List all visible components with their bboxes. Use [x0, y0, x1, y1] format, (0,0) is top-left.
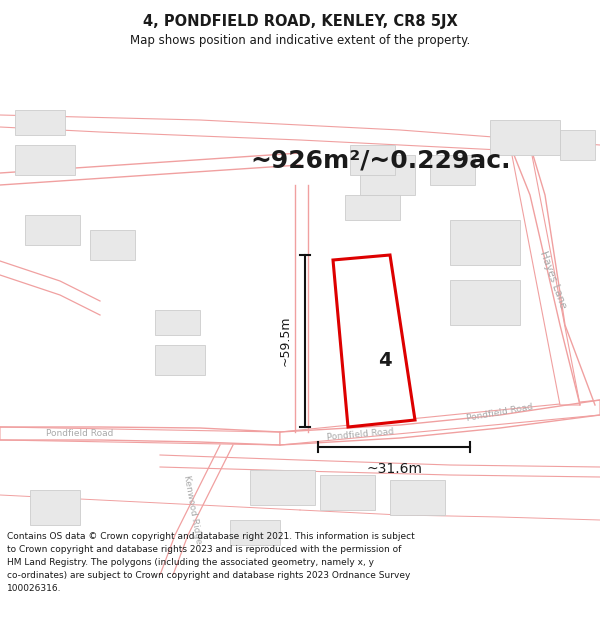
Polygon shape [320, 475, 375, 510]
Text: Pondfield Road: Pondfield Road [46, 429, 113, 439]
Text: Kenwood Ridge: Kenwood Ridge [182, 475, 202, 545]
Polygon shape [280, 400, 600, 445]
Polygon shape [30, 490, 80, 525]
Text: co-ordinates) are subject to Crown copyright and database rights 2023 Ordnance S: co-ordinates) are subject to Crown copyr… [7, 571, 410, 580]
Polygon shape [0, 427, 280, 445]
Polygon shape [155, 310, 200, 335]
Text: Contains OS data © Crown copyright and database right 2021. This information is : Contains OS data © Crown copyright and d… [7, 532, 415, 541]
Text: Contains OS data © Crown copyright and database right 2021. This information is : Contains OS data © Crown copyright and d… [0, 624, 1, 625]
Polygon shape [25, 215, 80, 245]
Text: 4: 4 [378, 351, 392, 369]
Text: Pondfield Road: Pondfield Road [326, 428, 394, 442]
Text: 100026316.: 100026316. [7, 584, 62, 593]
Text: ~59.5m: ~59.5m [278, 316, 292, 366]
Polygon shape [490, 120, 560, 155]
Text: Hayes Lane: Hayes Lane [538, 250, 568, 310]
Polygon shape [333, 255, 415, 427]
Polygon shape [230, 520, 280, 545]
Text: to Crown copyright and database rights 2023 and is reproduced with the permissio: to Crown copyright and database rights 2… [7, 545, 401, 554]
Text: Pondfield Road: Pondfield Road [466, 402, 534, 423]
Polygon shape [360, 155, 415, 195]
Text: HM Land Registry. The polygons (including the associated geometry, namely x, y: HM Land Registry. The polygons (includin… [7, 558, 374, 567]
Polygon shape [450, 280, 520, 325]
Polygon shape [560, 130, 595, 160]
Polygon shape [15, 145, 75, 175]
Polygon shape [350, 145, 395, 175]
Text: ~926m²/~0.229ac.: ~926m²/~0.229ac. [250, 148, 511, 172]
Text: ~31.6m: ~31.6m [366, 462, 422, 476]
Text: Map shows position and indicative extent of the property.: Map shows position and indicative extent… [130, 34, 470, 47]
Polygon shape [390, 480, 445, 515]
Text: 4, PONDFIELD ROAD, KENLEY, CR8 5JX: 4, PONDFIELD ROAD, KENLEY, CR8 5JX [143, 14, 457, 29]
Polygon shape [345, 195, 400, 220]
Polygon shape [250, 470, 315, 505]
Polygon shape [430, 155, 475, 185]
Polygon shape [90, 230, 135, 260]
Polygon shape [510, 145, 580, 405]
Polygon shape [155, 345, 205, 375]
Polygon shape [15, 110, 65, 135]
Polygon shape [450, 220, 520, 265]
